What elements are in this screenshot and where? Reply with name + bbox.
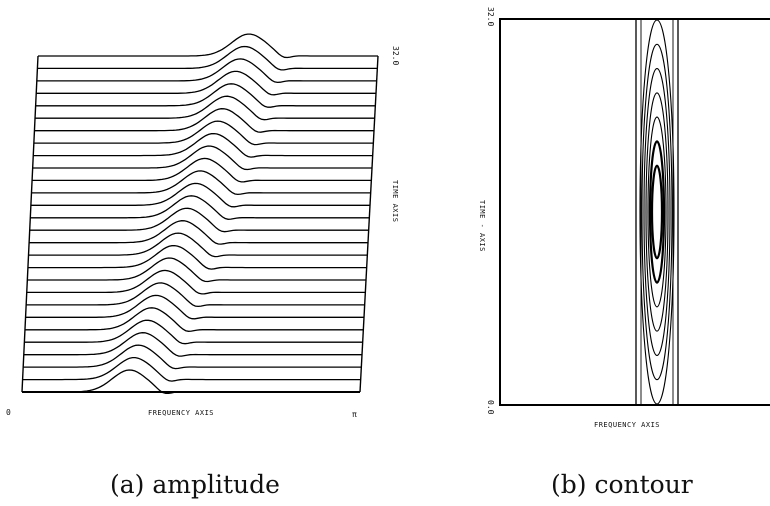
waterfall-trace: [26, 282, 365, 308]
waterfall-trace: [27, 257, 366, 283]
contour-level: [643, 68, 671, 356]
y-axis-label-b: TIME - AXIS: [478, 200, 486, 252]
contour-level: [639, 19, 675, 405]
waterfall-trace: [31, 170, 371, 196]
waterfall-trace: [38, 33, 378, 59]
waterfall-trace: [36, 58, 377, 84]
y-tick-label-top: 32.0: [391, 46, 400, 65]
waterfall-trace: [34, 108, 374, 133]
waterfall-trace: [27, 244, 367, 270]
caption-contour: (b) contour: [551, 470, 693, 499]
contour-level: [648, 140, 666, 284]
waterfall-trace: [23, 332, 362, 357]
waterfall-trace: [33, 132, 373, 158]
contour-frame: [499, 18, 770, 406]
waterfall-trace: [29, 207, 369, 233]
figure: 0 π FREQUENCY AXIS 32.0 TIME AXIS 0.0 32…: [6, 7, 770, 429]
waterfall-trace: [22, 356, 361, 382]
waterfall-trace: [33, 120, 374, 146]
waterfall-trace: [23, 344, 362, 370]
contour-plot: 0.0 32.0 TIME - AXIS FREQUENCY AXIS: [478, 7, 770, 429]
y-axis-label: TIME AXIS: [391, 180, 399, 222]
waterfall-trace: [30, 182, 370, 208]
waterfall-trace: [37, 45, 378, 71]
x-axis-label: FREQUENCY AXIS: [148, 409, 214, 417]
caption-amplitude: (a) amplitude: [110, 470, 280, 499]
x-tick-label-0: 0: [6, 408, 11, 417]
waterfall-trace: [32, 145, 372, 171]
contour-level: [647, 116, 667, 308]
x-tick-label-pi: π: [352, 410, 357, 419]
contour-level: [641, 43, 673, 381]
waterfall-trace: [24, 319, 363, 345]
waterfall-trace: [26, 269, 366, 295]
contour-level: [650, 164, 664, 260]
waterfall-trace: [25, 294, 364, 320]
contour-level: [645, 92, 669, 332]
waterfall-trace: [29, 220, 368, 245]
x-axis-label-b: FREQUENCY AXIS: [594, 421, 660, 429]
y-tick-label-bottom-b: 0.0: [486, 400, 495, 415]
waterfall-trace: [25, 307, 364, 332]
amplitude-waterfall-plot: 0 π FREQUENCY AXIS 32.0 TIME AXIS: [6, 33, 400, 419]
waterfall-trace: [36, 70, 376, 96]
waterfall-left-edge: [21, 55, 39, 393]
waterfall-trace: [28, 232, 368, 258]
waterfall-trace: [22, 369, 360, 395]
waterfall-trace: [30, 195, 370, 220]
waterfall-trace: [35, 83, 376, 108]
waterfall-trace: [32, 157, 372, 183]
y-tick-label-top-b: 32.0: [486, 7, 495, 26]
waterfall-right-edge: [359, 55, 379, 393]
waterfall-trace: [35, 95, 375, 121]
